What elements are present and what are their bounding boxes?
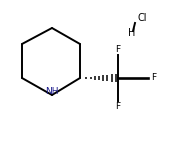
Text: NH: NH: [45, 87, 59, 96]
Text: H: H: [128, 28, 136, 38]
Text: F: F: [115, 102, 121, 111]
Text: F: F: [115, 45, 121, 54]
Text: Cl: Cl: [138, 13, 148, 23]
Text: F: F: [151, 73, 156, 83]
